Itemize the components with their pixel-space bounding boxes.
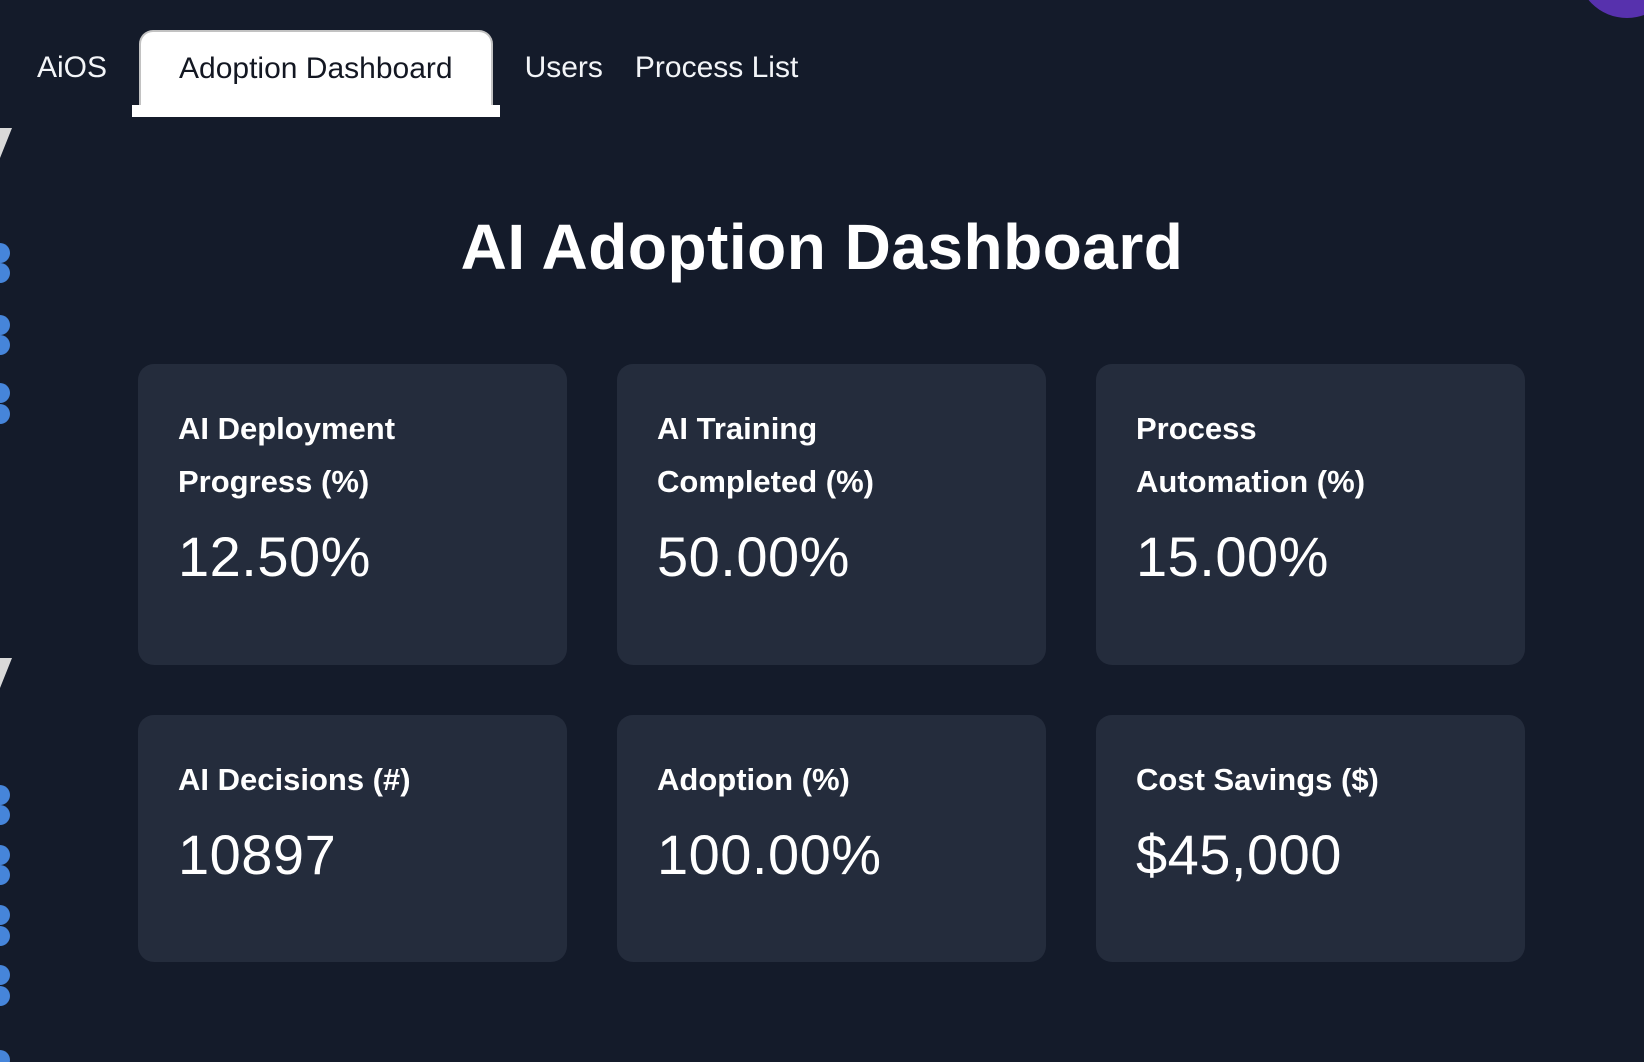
bullet-dot-icon: [0, 1050, 10, 1062]
metric-card-ai-deployment-progress: AI Deployment Progress (%) 12.50%: [138, 364, 567, 665]
dashboard-content: AI Adoption Dashboard AI Deployment Prog…: [0, 212, 1644, 962]
metric-value: 10897: [178, 823, 337, 886]
metrics-grid: AI Deployment Progress (%) 12.50% AI Tra…: [138, 364, 1525, 962]
metric-card-cost-savings: Cost Savings ($) $45,000: [1096, 715, 1525, 962]
bullet-dot-icon: [0, 243, 10, 263]
nav-brand-aios[interactable]: AiOS: [37, 51, 108, 84]
metric-label: Process Automation (%): [1136, 411, 1366, 499]
metric-label: Cost Savings ($): [1136, 762, 1379, 797]
metric-value: $45,000: [1136, 823, 1342, 886]
metric-card-adoption: Adoption (%) 100.00%: [617, 715, 1046, 962]
bullet-dot-icon: [0, 335, 10, 355]
metric-card-ai-training-completed: AI Training Completed (%) 50.00%: [617, 364, 1046, 665]
metric-label: AI Training Completed (%): [657, 411, 874, 499]
tab-users[interactable]: Users: [524, 51, 603, 84]
metric-value: 15.00%: [1136, 525, 1329, 588]
top-nav: AiOS Adoption Dashboard Users Process Li…: [0, 0, 1644, 117]
triangle-bullet-icon: [0, 128, 12, 158]
metric-card-process-automation: Process Automation (%) 15.00%: [1096, 364, 1525, 665]
bullet-dot-icon: [0, 845, 10, 865]
page-title: AI Adoption Dashboard: [460, 211, 1184, 283]
bullet-dot-icon: [0, 805, 10, 825]
metric-label: AI Decisions (#): [178, 762, 411, 797]
bullet-dot-icon: [0, 404, 10, 424]
bullet-dot-icon: [0, 263, 10, 283]
metric-label: Adoption (%): [657, 762, 850, 797]
bullet-dot-icon: [0, 965, 10, 985]
metric-value: 100.00%: [657, 823, 882, 886]
bullet-dot-icon: [0, 383, 10, 403]
bullet-dot-icon: [0, 865, 10, 885]
bullet-dot-icon: [0, 926, 10, 946]
bullet-dot-icon: [0, 986, 10, 1006]
metric-label: AI Deployment Progress (%): [178, 411, 396, 499]
metric-value: 12.50%: [178, 525, 371, 588]
bullet-dot-icon: [0, 785, 10, 805]
bullet-dot-icon: [0, 315, 10, 335]
tab-adoption-dashboard[interactable]: Adoption Dashboard: [132, 30, 500, 117]
metric-value: 50.00%: [657, 525, 850, 588]
tab-process-list[interactable]: Process List: [634, 51, 799, 84]
bullet-dot-icon: [0, 905, 10, 925]
metric-card-ai-decisions: AI Decisions (#) 10897: [138, 715, 567, 962]
